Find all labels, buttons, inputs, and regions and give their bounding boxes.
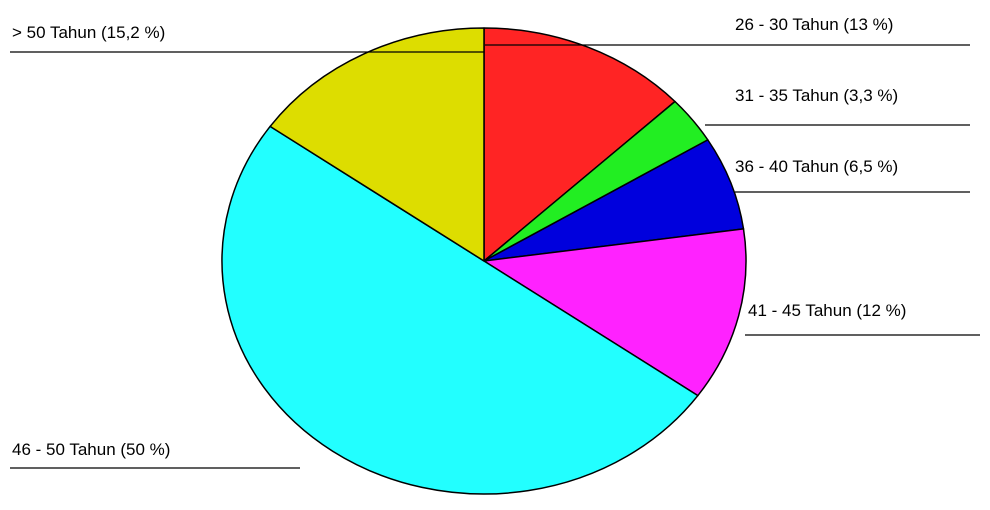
pie-slice	[269, 27, 485, 262]
slice-label: > 50 Tahun (15,2 %)	[12, 23, 165, 42]
slice-label: 26 - 30 Tahun (13 %)	[735, 15, 893, 34]
pie-slice	[221, 125, 699, 495]
slice-label: 36 - 40 Tahun (6,5 %)	[735, 157, 898, 176]
slice-label: 31 - 35 Tahun (3,3 %)	[735, 86, 898, 105]
slice-label: 41 - 45 Tahun (12 %)	[748, 301, 906, 320]
pie-slice	[483, 27, 676, 262]
slice-label: 46 - 50 Tahun (50 %)	[12, 440, 170, 459]
pie-slice	[483, 228, 747, 397]
